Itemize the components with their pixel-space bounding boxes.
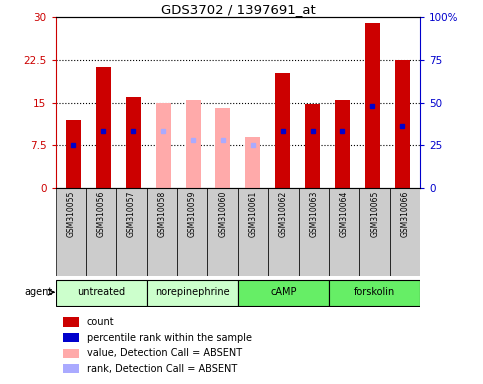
Bar [116, 188, 147, 276]
Text: GSM310063: GSM310063 [309, 191, 318, 237]
Text: GSM310064: GSM310064 [340, 191, 349, 237]
Bar [329, 280, 420, 306]
Bar [215, 108, 230, 188]
Text: cAMP: cAMP [270, 287, 297, 297]
Bar [56, 188, 86, 276]
Bar [177, 188, 208, 276]
Text: GSM310060: GSM310060 [218, 191, 227, 237]
Text: GSM310066: GSM310066 [400, 191, 410, 237]
Bar [238, 188, 268, 276]
Text: GSM310061: GSM310061 [249, 191, 257, 237]
Bar [126, 97, 141, 188]
Text: GSM310062: GSM310062 [279, 191, 288, 237]
Bar [238, 280, 329, 306]
Bar [329, 188, 359, 276]
Bar [56, 280, 147, 306]
Text: count: count [86, 317, 114, 327]
Bar [275, 73, 290, 188]
Bar [66, 120, 81, 188]
Bar [335, 101, 350, 188]
Bar [63, 364, 79, 373]
Text: GSM310056: GSM310056 [97, 191, 106, 237]
Bar [268, 188, 298, 276]
Bar [63, 349, 79, 358]
Text: value, Detection Call = ABSENT: value, Detection Call = ABSENT [86, 348, 242, 358]
Bar [185, 100, 200, 188]
Bar [147, 188, 177, 276]
Bar [96, 68, 111, 188]
Text: GSM310055: GSM310055 [66, 191, 75, 237]
Bar [298, 188, 329, 276]
Bar [208, 188, 238, 276]
Bar [63, 333, 79, 342]
Title: GDS3702 / 1397691_at: GDS3702 / 1397691_at [160, 3, 315, 16]
Bar [156, 103, 170, 188]
Text: GSM310059: GSM310059 [188, 191, 197, 237]
Bar [365, 23, 380, 188]
Text: agent: agent [24, 287, 53, 297]
Text: untreated: untreated [77, 287, 125, 297]
Text: GSM310058: GSM310058 [157, 191, 167, 237]
Text: GSM310057: GSM310057 [127, 191, 136, 237]
Text: rank, Detection Call = ABSENT: rank, Detection Call = ABSENT [86, 364, 237, 374]
Bar [147, 280, 238, 306]
Text: norepinephrine: norepinephrine [155, 287, 229, 297]
Bar [359, 188, 390, 276]
Text: GSM310065: GSM310065 [370, 191, 379, 237]
Bar [63, 317, 79, 326]
Bar [390, 188, 420, 276]
Text: percentile rank within the sample: percentile rank within the sample [86, 333, 252, 343]
Bar [86, 188, 116, 276]
Text: forskolin: forskolin [354, 287, 395, 297]
Bar [395, 60, 410, 188]
Bar [305, 104, 320, 188]
Bar [245, 137, 260, 188]
